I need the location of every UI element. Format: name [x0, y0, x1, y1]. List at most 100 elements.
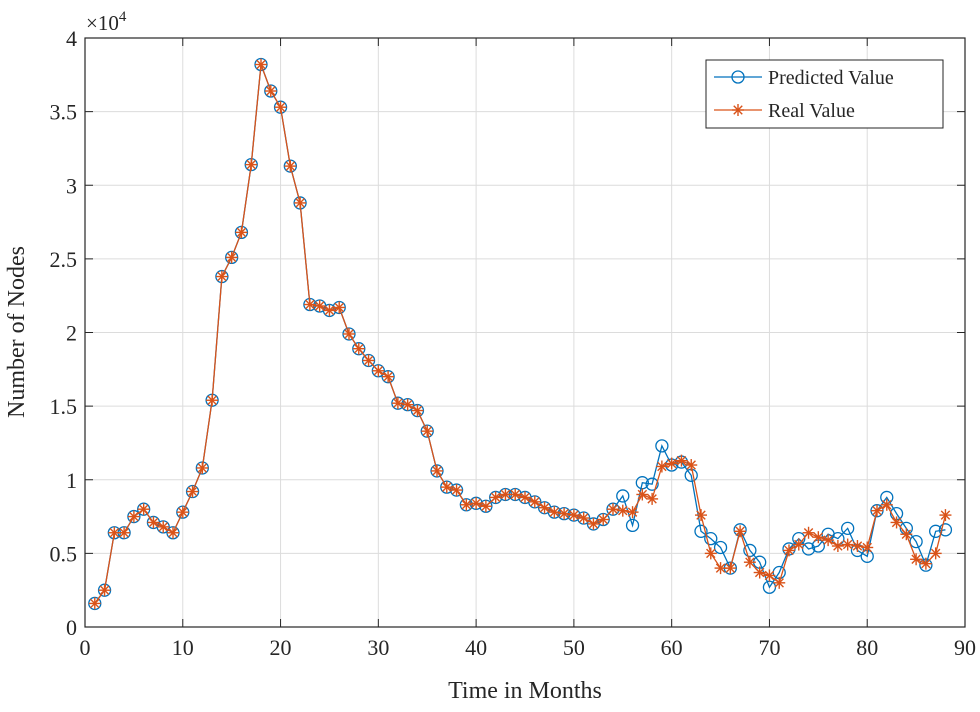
data-point — [186, 485, 199, 498]
data-point — [655, 439, 669, 453]
data-point — [489, 491, 502, 504]
data-point — [812, 531, 825, 544]
data-point — [176, 506, 189, 519]
data-point — [831, 540, 844, 553]
data-point — [519, 491, 531, 504]
x-tick-label: 10 — [172, 635, 194, 660]
data-point — [851, 540, 864, 553]
data-point — [577, 512, 590, 525]
data-point — [460, 498, 473, 511]
data-point — [137, 503, 150, 516]
y-tick-label: 3 — [66, 173, 77, 198]
data-point — [411, 404, 424, 417]
data-point — [499, 488, 512, 501]
data-point — [245, 158, 258, 171]
legend: Predicted Value Real Value — [705, 59, 944, 129]
data-point — [773, 576, 786, 589]
data-point — [802, 526, 815, 539]
x-tick-label: 80 — [856, 635, 878, 660]
data-point — [871, 504, 883, 517]
data-point — [900, 528, 913, 541]
data-point — [724, 562, 737, 575]
data-point — [646, 492, 659, 505]
data-point — [215, 270, 228, 283]
data-point — [284, 160, 297, 173]
legend-marker-real — [732, 104, 744, 116]
y-multiplier: ×104 — [86, 9, 127, 35]
legend-label-real: Real Value — [768, 100, 855, 122]
data-point — [333, 301, 346, 314]
data-point — [98, 584, 111, 597]
data-point — [303, 298, 316, 311]
data-point — [929, 547, 942, 560]
data-point — [167, 526, 179, 539]
data-point — [548, 506, 561, 519]
legend-box — [705, 59, 944, 129]
data-point — [382, 370, 395, 383]
data-point — [841, 538, 854, 551]
x-axis-label: Time in Months — [448, 678, 602, 704]
x-tick-label: 50 — [563, 635, 585, 660]
data-point — [391, 397, 404, 410]
data-point — [695, 509, 707, 522]
data-point — [440, 481, 453, 494]
data-point — [587, 517, 600, 530]
data-point — [616, 504, 629, 517]
data-point — [264, 85, 277, 98]
data-point — [939, 509, 952, 522]
data-point — [157, 520, 170, 533]
data-point — [88, 597, 101, 610]
data-point — [645, 477, 659, 491]
legend-label-predicted: Predicted Value — [768, 67, 894, 89]
data-point — [294, 196, 307, 209]
data-point — [607, 503, 619, 516]
data-point — [880, 498, 893, 511]
data-point — [694, 524, 708, 538]
y-tick-label: 2 — [66, 321, 77, 346]
x-tick-label: 30 — [367, 635, 389, 660]
data-point — [626, 506, 639, 519]
data-point — [538, 501, 551, 514]
series-line — [94, 64, 946, 604]
data-point — [323, 304, 336, 317]
y-tick-label: 1.5 — [50, 394, 78, 419]
data-point — [655, 460, 668, 473]
x-tick-label: 70 — [758, 635, 780, 660]
data-point — [206, 394, 219, 407]
data-point — [528, 495, 541, 508]
data-point — [567, 509, 580, 522]
data-point — [625, 518, 640, 533]
series-group — [88, 57, 953, 611]
series-line — [94, 64, 947, 604]
data-point — [147, 516, 160, 529]
data-point — [792, 538, 805, 551]
data-point — [909, 534, 923, 549]
y-axis-label: Number of Nodes — [4, 246, 30, 418]
y-tick-label: 4 — [66, 26, 77, 51]
y-tick-label: 0.5 — [50, 541, 78, 566]
data-point — [861, 541, 874, 554]
legend-marker-predicted — [731, 70, 745, 84]
y-tick-label: 2.5 — [50, 247, 78, 272]
y-tick-label: 0 — [66, 615, 77, 640]
data-point — [450, 484, 463, 497]
data-point — [704, 532, 718, 546]
y-tick-label: 3.5 — [50, 100, 78, 125]
data-point — [597, 513, 610, 526]
data-point — [783, 544, 795, 557]
data-point — [479, 500, 492, 513]
x-tick-label: 90 — [954, 635, 976, 660]
series-real — [88, 58, 952, 610]
ticks: 0 10 20 30 40 50 60 70 80 90 0 0.5 1 1.5 2 2.5 3 3.5 4 — [50, 26, 977, 660]
data-point — [919, 557, 932, 570]
data-point — [313, 299, 326, 312]
data-point — [421, 425, 434, 438]
data-point — [372, 364, 385, 377]
data-point — [343, 327, 355, 340]
data-point — [841, 521, 855, 535]
data-point — [127, 510, 140, 523]
data-point — [675, 454, 688, 467]
x-tick-label: 40 — [465, 635, 487, 660]
data-point — [431, 464, 443, 477]
